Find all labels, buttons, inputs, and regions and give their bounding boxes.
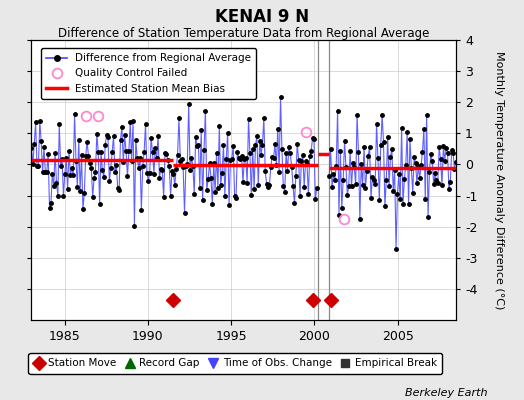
Y-axis label: Monthly Temperature Anomaly Difference (°C): Monthly Temperature Anomaly Difference (… — [494, 51, 504, 309]
Legend: Station Move, Record Gap, Time of Obs. Change, Empirical Break: Station Move, Record Gap, Time of Obs. C… — [28, 353, 442, 374]
Title: Difference of Station Temperature Data from Regional Average: Difference of Station Temperature Data f… — [58, 27, 429, 40]
Text: KENAI 9 N: KENAI 9 N — [215, 8, 309, 26]
Text: Berkeley Earth: Berkeley Earth — [405, 388, 487, 398]
